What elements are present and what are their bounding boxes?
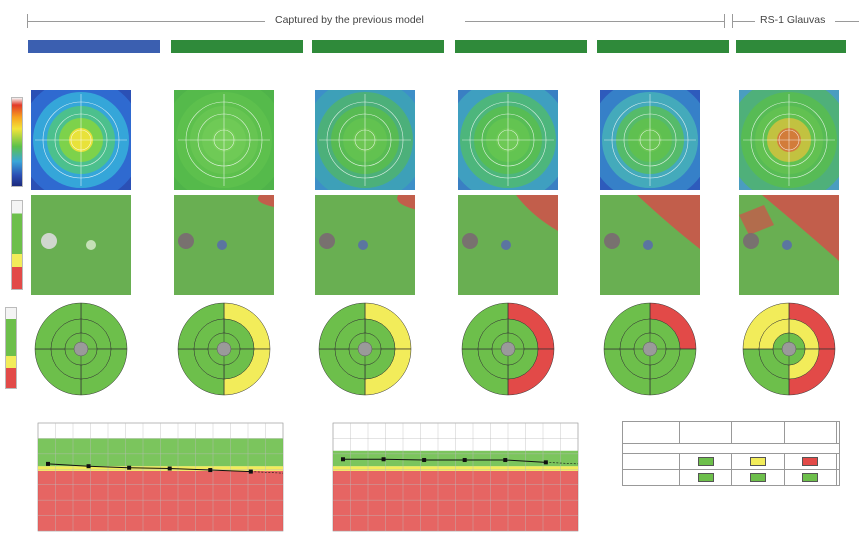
- thickness-map-5[interactable]: [600, 90, 700, 190]
- thickness-map-3[interactable]: [315, 90, 415, 190]
- summary-header-normal: [678, 421, 733, 444]
- deviation-map-4[interactable]: [458, 195, 558, 295]
- trend-point: [381, 457, 386, 462]
- bracket-tick-rs1: [732, 14, 733, 28]
- deviation-map-5[interactable]: [600, 195, 700, 295]
- exam-header-6[interactable]: [736, 40, 846, 53]
- summary-badge: [749, 472, 766, 482]
- summary-header-value: [835, 421, 841, 444]
- summary-row-inferior: [622, 469, 841, 486]
- deviation-map-6[interactable]: [739, 195, 839, 295]
- sector-chart-1[interactable]: [31, 302, 131, 397]
- exam-header-4[interactable]: [455, 40, 587, 53]
- deviation-map-2[interactable]: [174, 195, 274, 295]
- trend-point: [422, 458, 427, 463]
- thickness-map-6[interactable]: [739, 90, 839, 190]
- sector-chart-3[interactable]: [315, 302, 415, 397]
- exam-header-3[interactable]: [312, 40, 444, 53]
- summary-badge: [749, 456, 766, 466]
- thickness-map-1[interactable]: [31, 90, 131, 190]
- summary-badge: [802, 456, 819, 466]
- trend-point: [127, 465, 132, 470]
- trend-point: [248, 469, 253, 474]
- trend-point: [46, 461, 50, 466]
- summary-header-borderline: [731, 421, 785, 444]
- trend-point: [503, 458, 508, 463]
- exam-header-5[interactable]: [597, 40, 729, 53]
- bracket-tick-mid: [724, 14, 725, 28]
- summary-header-abnormal: [783, 421, 837, 444]
- summary-badge: [697, 472, 714, 482]
- sector-chart-6[interactable]: [739, 302, 839, 397]
- summary-section-row: [622, 443, 840, 454]
- trend-point: [462, 458, 467, 463]
- trend-point: [167, 466, 172, 471]
- summary-badge: [697, 456, 714, 466]
- trend-point: [543, 460, 548, 465]
- trend-point: [341, 457, 345, 462]
- thickness-map-4[interactable]: [458, 90, 558, 190]
- summary-badge: [802, 472, 819, 482]
- deviation-map-3[interactable]: [315, 195, 415, 295]
- summary-header-blank: [622, 421, 680, 444]
- trend-chart-1: [37, 422, 284, 532]
- caption-previous-model: Captured by the previous model: [275, 14, 424, 26]
- trend-chart-2: [332, 422, 579, 532]
- trend-point: [208, 468, 213, 473]
- exam-header-2[interactable]: [171, 40, 303, 53]
- sector-chart-5[interactable]: [600, 302, 700, 397]
- sector-color-scale: [5, 307, 17, 389]
- sector-chart-4[interactable]: [458, 302, 558, 397]
- summary-table: [622, 421, 841, 486]
- exam-header-1[interactable]: [28, 40, 160, 53]
- caption-rs1-bg: [755, 13, 835, 29]
- trend-point: [86, 464, 91, 469]
- thickness-color-scale: [11, 97, 23, 187]
- deviation-color-scale: [11, 200, 23, 290]
- deviation-map-1[interactable]: [31, 195, 131, 295]
- sector-chart-2[interactable]: [174, 302, 274, 397]
- caption-previous-bg: [265, 13, 465, 29]
- thickness-map-2[interactable]: [174, 90, 274, 190]
- caption-rs1-glauvas: RS-1 Glauvas: [760, 14, 826, 26]
- bracket-tick-left: [27, 14, 28, 28]
- summary-row-superior: [622, 453, 841, 470]
